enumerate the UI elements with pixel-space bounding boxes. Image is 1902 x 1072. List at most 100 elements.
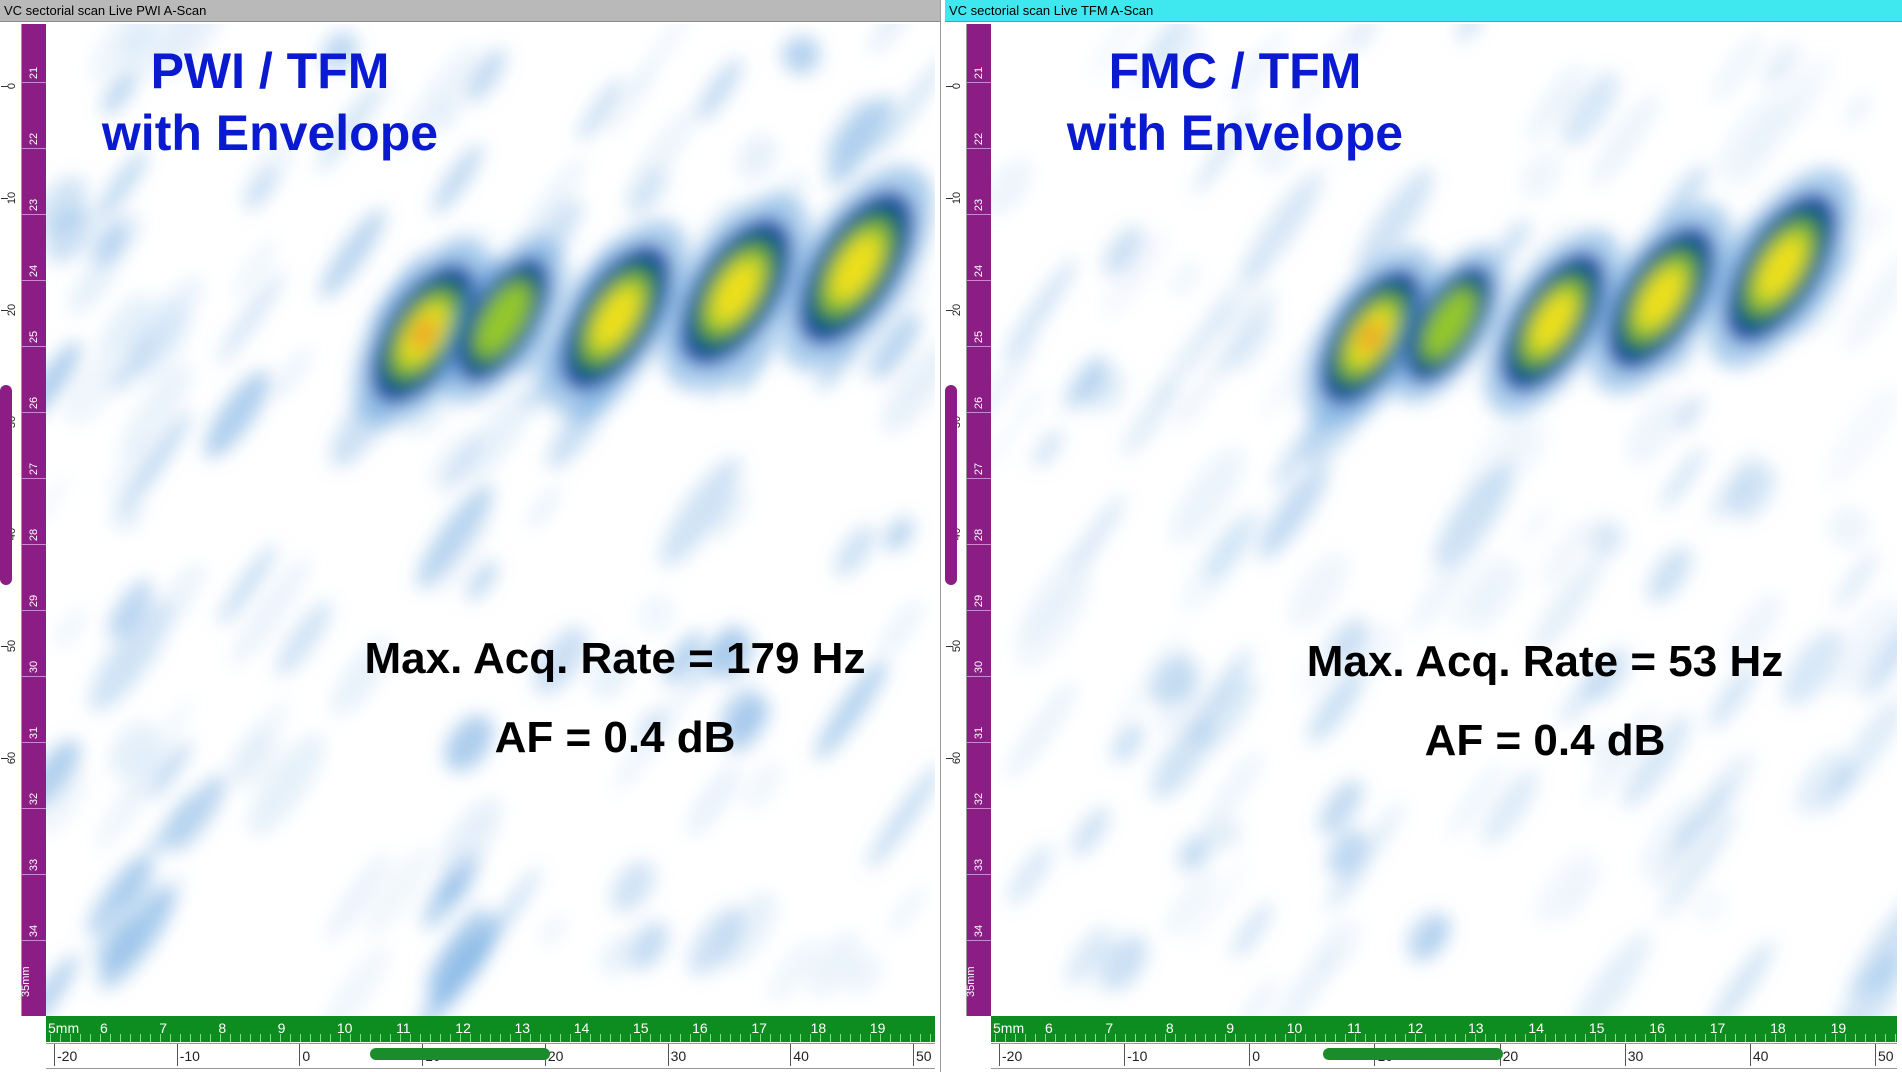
ruler-tick-label: -10 — [179, 1048, 200, 1064]
ruler-tick — [1, 86, 8, 87]
ruler-tick-label: 32 — [973, 792, 985, 806]
ruler-tick — [1875, 1034, 1876, 1042]
ruler-tick — [967, 940, 991, 941]
ruler-tick-label: 16 — [692, 1020, 708, 1036]
ruler-tick-label: 25 — [973, 330, 985, 344]
ruler-tick — [1455, 1034, 1456, 1042]
ruler-tick-label: 32 — [28, 792, 40, 806]
ruler-tick — [1624, 1044, 1626, 1066]
ruler-tick — [540, 1034, 541, 1042]
ruler-tick — [720, 1034, 721, 1042]
image-title: FMC / TFM with Envelope — [1025, 40, 1445, 164]
ruler-tick — [1395, 1034, 1396, 1042]
scan-ruler-green[interactable]: 5mm 6 7 8 9 10 11 12 13 14 15 16 17 18 19 — [991, 1016, 1897, 1042]
ruler-tick — [1085, 1034, 1086, 1042]
ruler-tick — [22, 280, 46, 281]
index-ruler-magenta[interactable]: 35mm 21 22 23 24 25 26 27 28 29 30 31 32 33 34 — [20, 24, 46, 1016]
ruler-tick — [967, 412, 991, 413]
ruler-tick — [667, 1044, 669, 1066]
ruler-tick — [1805, 1034, 1806, 1042]
ruler-tick — [1585, 1034, 1586, 1042]
ruler-tick — [880, 1034, 881, 1042]
ruler-tick — [1425, 1034, 1426, 1042]
ruler-tick — [22, 874, 46, 875]
ruler-tick — [170, 1034, 171, 1042]
index-ruler-magenta[interactable]: 35mm 21 22 23 24 25 26 27 28 29 30 31 32 33 34 — [965, 24, 991, 1016]
af-label: AF = 0.4 dB — [1424, 716, 1666, 765]
ruler-tick-label: 24 — [973, 264, 985, 278]
ruler-tick — [1685, 1034, 1686, 1042]
tfm-heatmap — [991, 24, 1897, 1016]
ruler-tick — [1785, 1034, 1786, 1042]
ruler-tick — [1225, 1034, 1226, 1042]
ruler-tick — [180, 1034, 181, 1042]
tfm-image-pwi[interactable] — [46, 24, 935, 1016]
ruler-tick — [1635, 1034, 1636, 1042]
ruler-tick — [995, 1034, 996, 1042]
ruler-tick — [1345, 1034, 1346, 1042]
index-gate-handle[interactable] — [1323, 1048, 1503, 1060]
ruler-tick-label: 40 — [1752, 1048, 1769, 1064]
ruler-tick — [1265, 1034, 1266, 1042]
ruler-tick — [870, 1034, 871, 1042]
scan-ruler-green[interactable]: 5mm 6 7 8 9 10 11 12 13 14 15 16 17 18 19 — [46, 1016, 935, 1042]
image-title: PWI / TFM with Envelope — [60, 40, 480, 164]
ruler-tick — [1655, 1034, 1656, 1042]
ruler-tick — [967, 82, 991, 83]
depth-gate-handle[interactable] — [945, 385, 957, 585]
ruler-tick — [1135, 1034, 1136, 1042]
ruler-tick — [430, 1034, 431, 1042]
ruler-tick — [22, 808, 46, 809]
ruler-tick — [1, 310, 8, 311]
depth-gate-handle[interactable] — [0, 385, 12, 585]
ruler-tick — [967, 610, 991, 611]
ruler-tick — [640, 1034, 641, 1042]
ruler-tick — [210, 1034, 211, 1042]
ruler-tick-label: 12 — [455, 1020, 471, 1036]
ruler-tick — [176, 1044, 178, 1066]
window-title-bar[interactable]: VC sectorial scan Live TFM A-Scan — [945, 0, 1902, 22]
ruler-tick — [1885, 1034, 1886, 1042]
ruler-tick — [800, 1034, 801, 1042]
ruler-tick — [230, 1034, 231, 1042]
ruler-tick-label: 10 — [6, 191, 18, 205]
ruler-tick-label: 19 — [869, 1020, 886, 1036]
window-title-bar[interactable]: VC sectorial scan Live PWI A-Scan — [0, 0, 940, 22]
ruler-tick-label: 50 — [1878, 1048, 1894, 1064]
ruler-tick — [967, 544, 991, 545]
ruler-tick — [1025, 1034, 1026, 1042]
ruler-tick-label: 20 — [1502, 1048, 1519, 1064]
ruler-tick-label: 0 — [302, 1048, 311, 1064]
tfm-image-fmc[interactable] — [991, 24, 1897, 1016]
ruler-tick-label: 50 — [6, 639, 18, 653]
ruler-tick — [1895, 1034, 1896, 1042]
ruler-tick — [310, 1034, 311, 1042]
ruler-tick — [410, 1034, 411, 1042]
ruler-tick — [1015, 1034, 1016, 1042]
ruler-tick — [1675, 1034, 1676, 1042]
ruler-tick — [22, 676, 46, 677]
ruler-tick-label: 10 — [951, 191, 963, 205]
ruler-tick — [22, 544, 46, 545]
ruler-tick — [1475, 1034, 1476, 1042]
indication-layer — [353, 165, 933, 428]
ruler-tick — [380, 1034, 381, 1042]
ruler-tick — [1545, 1034, 1546, 1042]
ruler-tick — [1145, 1034, 1146, 1042]
ruler-tick — [1335, 1034, 1336, 1042]
ruler-tick-label: 9 — [277, 1020, 286, 1036]
ruler-tick — [1625, 1034, 1626, 1042]
ruler-tick — [1075, 1034, 1076, 1042]
scan-panel-fmc: VC sectorial scan Live TFM A-Scan 0 10 20 3… — [945, 0, 1902, 1072]
ruler-tick — [700, 1034, 701, 1042]
index-gate-handle[interactable] — [370, 1048, 550, 1060]
ruler-tick-label: 31 — [973, 726, 985, 740]
ruler-tick — [1645, 1034, 1646, 1042]
ruler-tick — [600, 1034, 601, 1042]
ruler-tick — [70, 1034, 71, 1042]
ruler-tick — [1665, 1034, 1666, 1042]
ruler-tick — [1565, 1034, 1566, 1042]
ruler-tick — [967, 148, 991, 149]
ruler-tick — [1115, 1034, 1116, 1042]
ruler-tick — [1205, 1034, 1206, 1042]
